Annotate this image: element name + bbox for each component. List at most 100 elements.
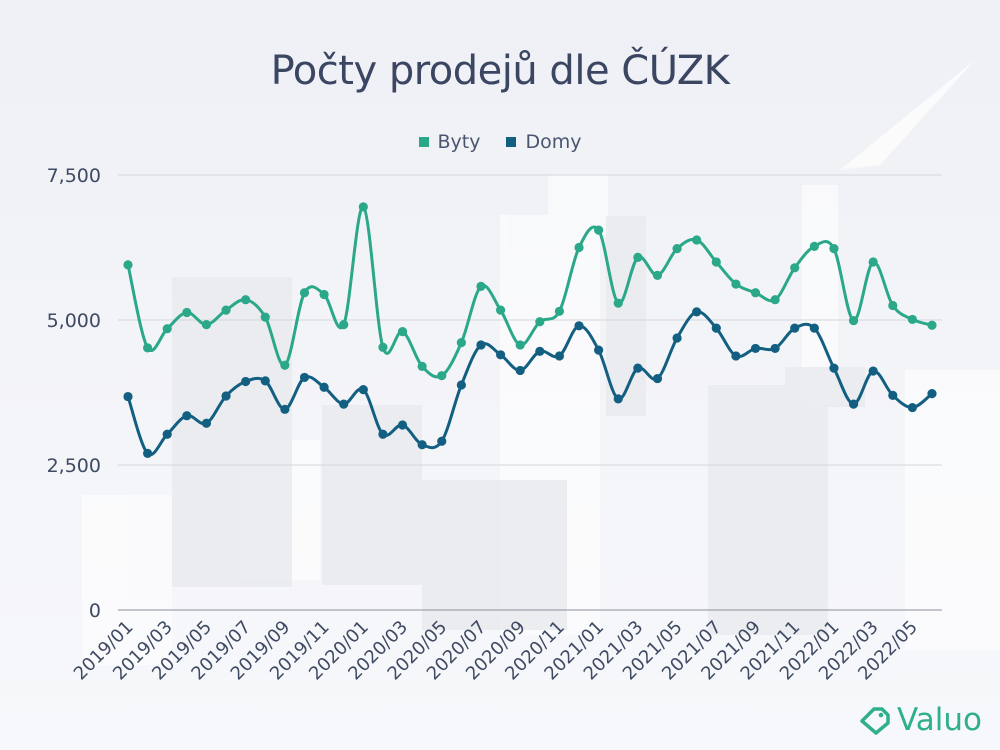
data-point-domy: [260, 376, 270, 386]
data-point-domy: [535, 346, 545, 356]
data-point-domy: [672, 333, 682, 343]
data-point-domy: [476, 340, 486, 350]
data-point-domy: [358, 385, 368, 395]
data-point-byty: [456, 338, 466, 348]
chart-title: Počty prodejů dle ČÚZK: [270, 48, 730, 94]
data-point-byty: [790, 263, 800, 273]
data-point-domy: [750, 343, 761, 354]
data-point-byty: [829, 244, 839, 254]
data-point-domy: [790, 323, 800, 333]
legend-item-byty[interactable]: Byty: [418, 131, 481, 153]
data-point-byty: [594, 225, 604, 235]
data-point-byty: [770, 295, 780, 305]
data-point-domy: [515, 365, 525, 376]
data-point-byty: [358, 202, 368, 212]
data-point-byty: [848, 315, 859, 326]
data-point-byty: [711, 257, 721, 267]
data-point-byty: [182, 307, 192, 318]
data-point-byty: [437, 371, 447, 381]
data-point-domy: [809, 323, 819, 333]
data-point-byty: [319, 289, 329, 300]
legend: Byty Domy: [0, 131, 1000, 153]
tag-icon: [860, 707, 890, 735]
data-point-byty: [201, 320, 212, 330]
data-point-domy: [280, 404, 290, 414]
y-tick-label: 0: [89, 600, 101, 622]
data-point-domy: [417, 440, 427, 450]
data-point-domy: [731, 351, 741, 361]
data-point-byty: [476, 281, 486, 291]
data-point-domy: [221, 391, 231, 401]
data-point-domy: [162, 429, 172, 439]
data-point-domy: [201, 418, 212, 428]
legend-swatch-domy: [506, 137, 517, 147]
data-point-byty: [888, 300, 898, 311]
data-point-domy: [633, 363, 643, 373]
data-point-domy: [339, 399, 349, 409]
data-point-byty: [515, 340, 525, 350]
data-point-byty: [907, 314, 917, 325]
series-line-byty: [126, 205, 933, 379]
data-point-byty: [378, 342, 388, 352]
legend-item-domy[interactable]: Domy: [506, 131, 582, 153]
data-point-byty: [927, 320, 937, 330]
data-point-byty: [241, 295, 251, 305]
data-point-byty: [162, 324, 172, 334]
data-point-domy: [143, 448, 153, 458]
data-point-byty: [750, 288, 761, 298]
data-point-domy: [613, 394, 623, 404]
data-point-domy: [378, 429, 388, 439]
data-point-domy: [692, 307, 702, 317]
data-point-byty: [574, 242, 584, 253]
data-point-domy: [299, 372, 310, 383]
data-point-domy: [907, 402, 917, 413]
data-point-domy: [554, 351, 565, 361]
data-point-byty: [535, 317, 545, 327]
data-point-byty: [613, 298, 623, 308]
brand-name: Valuo: [896, 702, 982, 738]
data-point-byty: [123, 260, 133, 270]
data-point-byty: [672, 244, 682, 254]
data-point-domy: [868, 366, 878, 376]
data-point-byty: [633, 252, 643, 262]
data-point-domy: [241, 376, 251, 387]
data-point-domy: [829, 363, 839, 373]
data-point-byty: [554, 306, 565, 316]
data-point-byty: [221, 305, 231, 315]
data-point-byty: [731, 279, 741, 289]
data-point-domy: [652, 373, 663, 384]
data-point-byty: [339, 320, 349, 330]
data-point-domy: [397, 420, 408, 430]
legend-label-domy: Domy: [525, 131, 582, 153]
data-point-byty: [495, 305, 506, 315]
data-point-domy: [574, 321, 584, 331]
data-point-byty: [868, 257, 878, 267]
data-point-domy: [888, 390, 898, 400]
y-tick-label: 7,500: [47, 165, 101, 187]
data-point-byty: [417, 361, 427, 371]
brand-logo: Valuo: [858, 702, 982, 738]
data-point-byty: [299, 288, 310, 298]
data-point-domy: [456, 380, 466, 390]
data-point-domy: [848, 399, 859, 409]
data-point-domy: [711, 323, 721, 333]
data-point-domy: [182, 411, 192, 421]
data-point-domy: [437, 436, 447, 446]
data-point-domy: [319, 382, 329, 392]
legend-swatch-byty: [418, 137, 429, 147]
data-point-domy: [594, 345, 604, 355]
data-point-byty: [652, 270, 663, 280]
data-point-domy: [123, 391, 133, 402]
data-point-byty: [260, 312, 270, 322]
legend-label-byty: Byty: [437, 131, 481, 153]
data-point-domy: [495, 350, 506, 360]
data-point-byty: [692, 235, 702, 245]
y-tick-label: 2,500: [47, 455, 101, 477]
y-tick-label: 5,000: [47, 310, 101, 332]
data-point-byty: [809, 241, 819, 251]
data-point-domy: [770, 343, 780, 354]
data-point-domy: [927, 389, 937, 399]
data-point-byty: [397, 327, 408, 337]
